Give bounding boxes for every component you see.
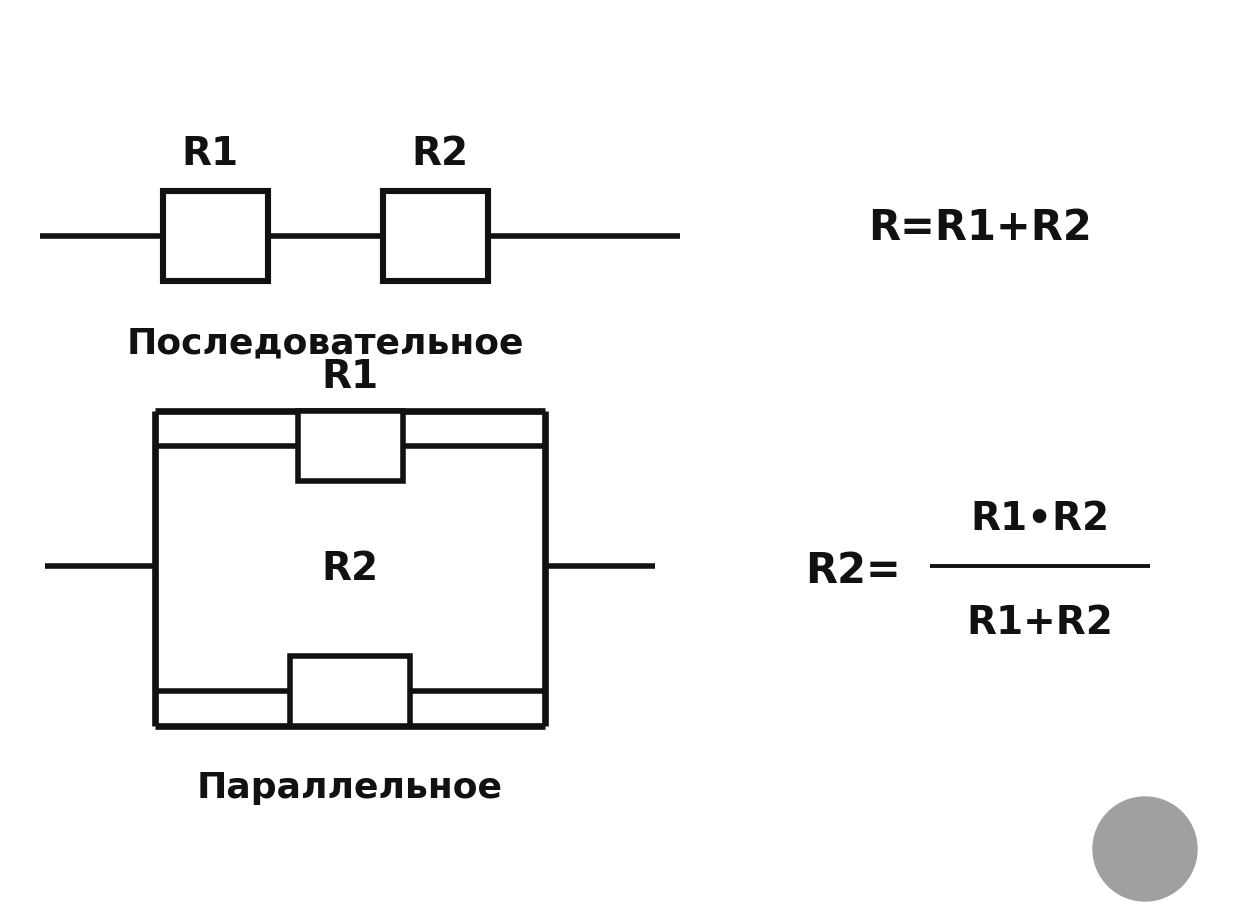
Text: R2: R2 [411, 135, 468, 173]
Text: R1: R1 [322, 358, 379, 396]
Text: R=R1+R2: R=R1+R2 [868, 207, 1092, 249]
Bar [383, 191, 488, 281]
Bar [163, 191, 267, 281]
Text: R1•R2: R1•R2 [970, 500, 1109, 538]
Bar [298, 411, 402, 481]
Text: R1+R2: R1+R2 [966, 604, 1113, 642]
Text: Последовательное: Последовательное [127, 326, 524, 360]
Bar [289, 656, 410, 726]
Circle shape [1093, 797, 1197, 901]
Text: R1: R1 [181, 135, 238, 173]
Text: R2: R2 [322, 550, 379, 588]
Text: R2=: R2= [805, 550, 900, 592]
Text: Параллельное: Параллельное [197, 771, 503, 805]
Bar [1124, 823, 1166, 875]
